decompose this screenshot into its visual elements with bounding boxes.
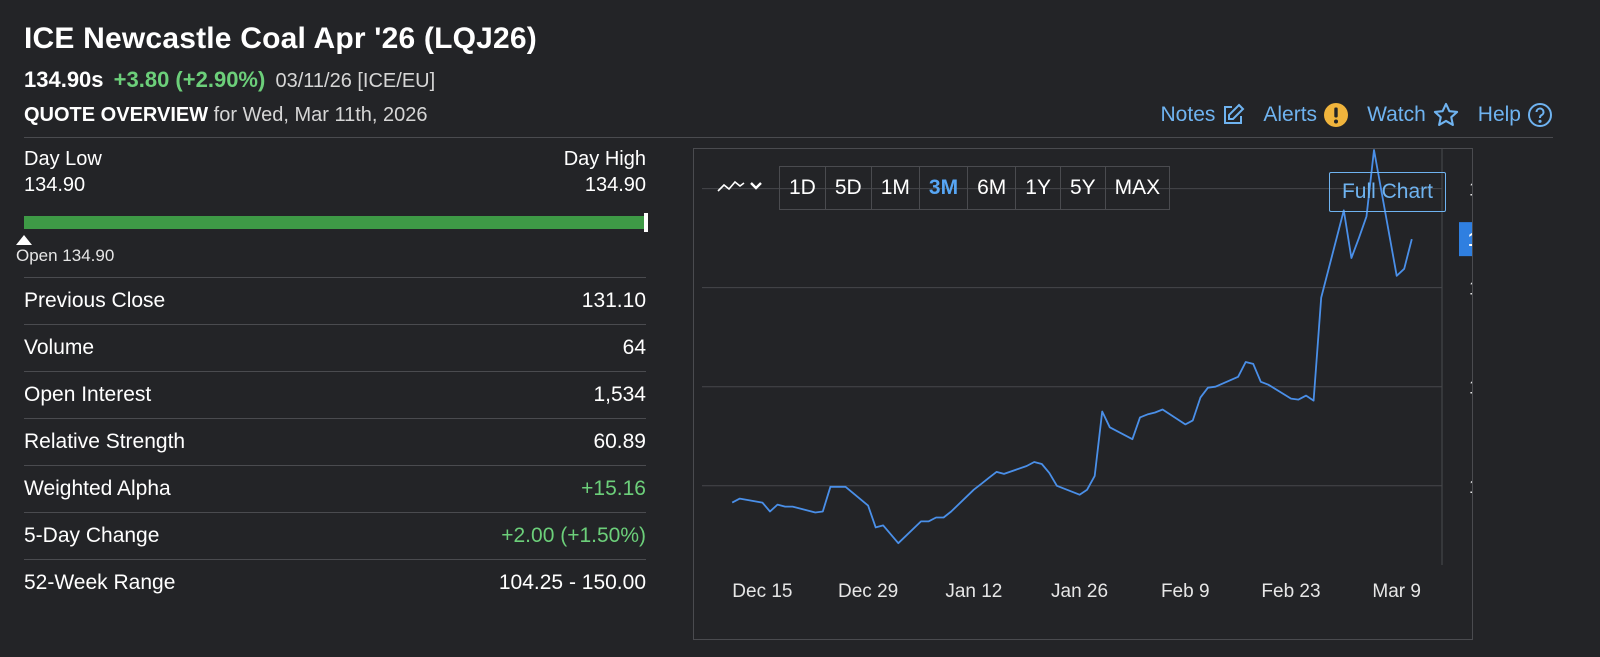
quote-overview-label: QUOTE OVERVIEW [24,104,209,126]
header-divider [24,137,1553,138]
stat-row: Open Interest 1,534 [24,371,646,418]
quote-overview-date: for Wed, Mar 11th, 2026 [213,104,428,126]
stat-value: 60.89 [593,430,646,453]
stat-value: +15.16 [581,477,646,500]
quote-summary: 134.90s +3.80 (+2.90%) 03/11/26 [ICE/EU] [24,67,435,93]
price-series-line [731,149,1413,545]
open-marker-icon [16,235,32,245]
x-tick-label: Dec 15 [732,581,792,602]
stat-value: 131.10 [581,289,646,312]
help-icon [1528,103,1552,127]
day-range-labels: Day Low Day High [24,146,646,172]
day-range-current-marker [644,213,648,232]
quote-actions: Notes Alerts Watch Help [1161,101,1553,129]
stat-label: Relative Strength [24,430,186,453]
stat-value: +2.00 (+1.50%) [501,524,646,547]
stats-table: Previous Close 131.10 Volume 64 Open Interes… [24,277,646,606]
price-chart: 110.00 120.00 130.00 140.00 Dec 15 Dec 29 Jan … [702,149,1472,602]
day-low-label: Day Low [24,148,102,170]
day-high-value: 134.90 [584,174,646,196]
alerts-link[interactable]: Alerts [1263,102,1349,128]
notes-label: Notes [1160,103,1216,126]
range-tab-6m[interactable]: 6M [968,167,1017,209]
watch-link[interactable]: Watch [1367,101,1460,129]
range-tab-1m[interactable]: 1M [872,167,920,209]
price-change: +3.80 (+2.90%) [113,67,266,92]
stat-label: Open Interest [24,383,152,406]
help-label: Help [1477,103,1521,126]
watch-label: Watch [1367,103,1426,126]
last-price: 134.90s [24,67,104,92]
star-icon [1433,102,1458,126]
range-tab-5y[interactable]: 5Y [1061,167,1106,209]
full-chart-button[interactable]: Full Chart [1328,172,1446,212]
y-tick-label: 130.00 [1469,279,1472,300]
range-tab-1d[interactable]: 1D [780,167,826,209]
y-tick-label: 110.00 [1469,477,1472,498]
quote-date-exchange: 03/11/26 [ICE/EU] [275,70,436,92]
stat-label: Volume [24,336,95,359]
y-tick-label: 120.00 [1469,378,1472,399]
help-link[interactable]: Help [1478,102,1553,128]
alerts-label: Alerts [1263,103,1318,126]
chevron-down-icon [750,182,762,190]
line-chart-icon [717,180,745,192]
last-price-tag-label: 134.90 [1468,230,1472,251]
stat-row: 5-Day Change +2.00 (+1.50%) [24,512,646,559]
price-chart-panel: 110.00 120.00 130.00 140.00 Dec 15 Dec 29 Jan … [693,148,1473,640]
stat-row: Previous Close 131.10 [24,277,646,324]
quote-stats-panel: Day Low Day High 134.90 134.90 Open 134.… [16,146,648,606]
stat-value: 64 [622,336,646,359]
quote-overview-heading: QUOTE OVERVIEW for Wed, Mar 11th, 2026 [24,104,428,127]
alert-icon [1324,103,1349,127]
stat-row: Volume 64 [24,324,646,371]
x-tick-label: Jan 12 [945,581,1002,602]
x-tick-label: Feb 23 [1261,581,1320,602]
stat-label: 5-Day Change [24,524,160,547]
chart-type-selector[interactable] [717,177,763,195]
day-range-values: 134.90 134.90 [24,172,646,198]
stat-row: 52-Week Range 104.25 - 150.00 [24,559,646,606]
x-tick-label: Jan 26 [1051,581,1108,602]
page-title: ICE Newcastle Coal Apr '26 (LQJ26) [24,22,537,55]
range-tab-3m[interactable]: 3M [920,167,969,209]
range-tab-max[interactable]: MAX [1114,176,1161,199]
day-low-value: 134.90 [24,174,86,196]
x-tick-label: Feb 9 [1161,581,1210,602]
stat-row: Weighted Alpha +15.16 [24,465,646,512]
stat-row: Relative Strength 60.89 [24,418,646,465]
stat-label: Weighted Alpha [24,477,171,500]
y-tick-label: 140.00 [1469,180,1472,201]
day-high-label: Day High [563,148,646,170]
last-price-tag [1459,222,1472,257]
notes-link[interactable]: Notes [1161,103,1246,127]
stat-label: Previous Close [24,289,166,312]
x-tick-label: Mar 9 [1372,581,1421,602]
range-tab-5d[interactable]: 5D [826,167,872,209]
range-tab-1y[interactable]: 1Y [1016,167,1061,209]
stat-value: 104.25 - 150.00 [498,571,646,594]
open-price-label: Open 134.90 [16,246,115,265]
stat-label: 52-Week Range [24,571,176,594]
stat-value: 1,534 [593,383,646,406]
x-tick-label: Dec 29 [838,581,898,602]
day-range-bar [16,213,648,245]
time-range-tabs: 1D 5D 1M 3M 6M 1Y 5Y MAX [779,166,1171,210]
edit-note-icon [1224,103,1245,124]
